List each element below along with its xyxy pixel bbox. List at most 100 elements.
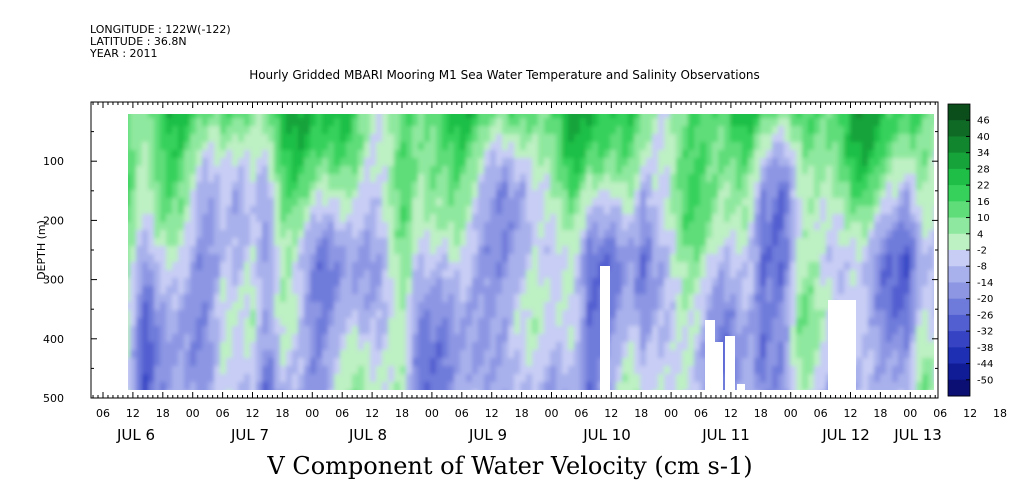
heatmap-cell — [334, 334, 341, 343]
heatmap-cell — [322, 358, 329, 367]
heatmap-cell — [442, 190, 449, 199]
heatmap-cell — [178, 254, 185, 263]
heatmap-cell — [136, 254, 143, 263]
heatmap-cell — [718, 174, 725, 183]
heatmap-cell — [382, 230, 389, 239]
heatmap-cell — [406, 150, 413, 159]
heatmap-cell — [892, 134, 899, 143]
heatmap-cell — [352, 166, 359, 175]
heatmap-cell — [172, 286, 179, 295]
heatmap-cell — [406, 118, 413, 127]
heatmap-cell — [244, 246, 251, 255]
heatmap-cell — [532, 222, 539, 231]
heatmap-cell — [142, 246, 149, 255]
heatmap-cell — [226, 270, 233, 279]
heatmap-cell — [526, 326, 533, 335]
heatmap-cell — [544, 302, 551, 311]
heatmap-cell — [478, 198, 485, 207]
heatmap-cell — [556, 150, 563, 159]
heatmap-cell — [502, 334, 509, 343]
heatmap-cell — [652, 182, 659, 191]
heatmap-cell — [262, 126, 269, 135]
heatmap-cell — [610, 286, 617, 295]
heatmap-cell — [886, 158, 893, 167]
heatmap-cell — [508, 318, 515, 327]
heatmap-cell — [904, 158, 911, 167]
heatmap-cell — [322, 238, 329, 247]
heatmap-cell — [208, 278, 215, 287]
heatmap-cell — [562, 190, 569, 199]
heatmap-cell — [274, 174, 281, 183]
heatmap-cell — [370, 182, 377, 191]
heatmap-cell — [562, 270, 569, 279]
heatmap-cell — [550, 246, 557, 255]
heatmap-cell — [214, 238, 221, 247]
heatmap-cell — [616, 382, 623, 390]
heatmap-cell — [262, 150, 269, 159]
heatmap-cell — [898, 118, 905, 127]
heatmap-cell — [346, 206, 353, 215]
heatmap-cell — [490, 326, 497, 335]
heatmap-cell — [622, 270, 629, 279]
heatmap-cell — [334, 278, 341, 287]
heatmap-cell — [742, 366, 749, 375]
heatmap-cell — [718, 222, 725, 231]
heatmap-cell — [604, 238, 611, 247]
heatmap-cell — [772, 190, 779, 199]
heatmap-cell — [490, 206, 497, 215]
heatmap-cell — [364, 302, 371, 311]
heatmap-cell — [736, 262, 743, 271]
heatmap-cell — [172, 294, 179, 303]
heatmap-cell — [574, 310, 581, 319]
heatmap-cell — [160, 262, 167, 271]
heatmap-cell — [694, 182, 701, 191]
heatmap-cell — [190, 326, 197, 335]
heatmap-cell — [544, 190, 551, 199]
heatmap-cell — [322, 246, 329, 255]
heatmap-cell — [208, 358, 215, 367]
heatmap-cell — [556, 230, 563, 239]
heatmap-cell — [148, 174, 155, 183]
heatmap-cell — [640, 310, 647, 319]
heatmap-cell — [460, 262, 467, 271]
heatmap-cell — [520, 190, 527, 199]
heatmap-cell — [586, 142, 593, 151]
heatmap-cell — [658, 118, 665, 127]
heatmap-cell — [832, 182, 839, 191]
heatmap-cell — [238, 134, 245, 143]
heatmap-cell — [274, 198, 281, 207]
heatmap-cell — [142, 118, 149, 127]
heatmap-cell — [910, 342, 917, 351]
heatmap-cell — [496, 230, 503, 239]
heatmap-cell — [694, 262, 701, 271]
heatmap-cell — [658, 358, 665, 367]
heatmap-cell — [250, 262, 257, 271]
heatmap-cell — [550, 326, 557, 335]
heatmap-cell — [472, 134, 479, 143]
heatmap-cell — [184, 198, 191, 207]
heatmap-cell — [874, 318, 881, 327]
heatmap-cell — [358, 114, 365, 119]
heatmap-cell — [904, 310, 911, 319]
heatmap-cell — [868, 246, 875, 255]
heatmap-cell — [424, 158, 431, 167]
heatmap-cell — [166, 150, 173, 159]
heatmap-cell — [832, 270, 839, 279]
heatmap-cell — [142, 198, 149, 207]
heatmap-cell — [892, 318, 899, 327]
heatmap-cell — [802, 262, 809, 271]
heatmap-cell — [388, 350, 395, 359]
heatmap-cell — [736, 126, 743, 135]
heatmap-cell — [148, 158, 155, 167]
heatmap-cell — [160, 302, 167, 311]
heatmap-cell — [430, 114, 437, 119]
heatmap-cell — [886, 294, 893, 303]
heatmap-cell — [364, 230, 371, 239]
heatmap-cell — [148, 350, 155, 359]
heatmap-cell — [208, 270, 215, 279]
heatmap-cell — [244, 310, 251, 319]
heatmap-cell — [148, 286, 155, 295]
heatmap-cell — [736, 182, 743, 191]
heatmap-cell — [724, 134, 731, 143]
heatmap-cell — [898, 222, 905, 231]
